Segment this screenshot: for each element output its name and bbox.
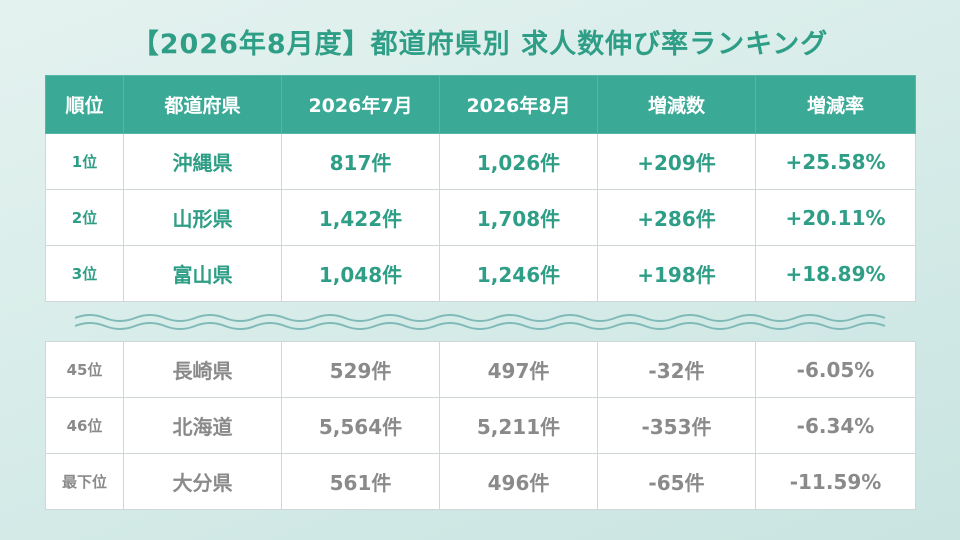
august-cell: 496件 xyxy=(439,453,598,510)
prefecture-cell: 山形県 xyxy=(123,189,282,246)
rank-cell: 3位 xyxy=(45,245,124,302)
prefecture-cell: 長崎県 xyxy=(123,341,282,398)
prefecture-cell: 大分県 xyxy=(123,453,282,510)
header-august: 2026年8月 xyxy=(439,75,598,134)
table-row: 最下位 大分県 561件 496件 -65件 -11.59% xyxy=(45,453,916,510)
prefecture-cell: 富山県 xyxy=(123,245,282,302)
top-ranking-table: 順位 都道府県 2026年7月 2026年8月 増減数 増減率 1位 沖縄県 8… xyxy=(45,75,916,302)
rank-cell: 45位 xyxy=(45,341,124,398)
wave-divider xyxy=(75,314,885,330)
july-cell: 529件 xyxy=(281,341,440,398)
prefecture-cell: 北海道 xyxy=(123,397,282,454)
change-cell: +286件 xyxy=(597,189,756,246)
table-row: 45位 長崎県 529件 497件 -32件 -6.05% xyxy=(45,341,916,398)
rate-cell: +18.89% xyxy=(755,245,916,302)
table-row: 3位 富山県 1,048件 1,246件 +198件 +18.89% xyxy=(45,245,916,302)
change-cell: -65件 xyxy=(597,453,756,510)
table-row: 46位 北海道 5,564件 5,211件 -353件 -6.34% xyxy=(45,397,916,454)
rank-cell: 1位 xyxy=(45,133,124,190)
header-change-rate: 増減率 xyxy=(755,75,916,134)
august-cell: 1,708件 xyxy=(439,189,598,246)
header-prefecture: 都道府県 xyxy=(123,75,282,134)
rate-cell: +25.58% xyxy=(755,133,916,190)
august-cell: 1,246件 xyxy=(439,245,598,302)
header-change: 増減数 xyxy=(597,75,756,134)
header-july: 2026年7月 xyxy=(281,75,440,134)
july-cell: 1,048件 xyxy=(281,245,440,302)
rank-cell: 2位 xyxy=(45,189,124,246)
rank-cell: 最下位 xyxy=(45,453,124,510)
change-cell: +198件 xyxy=(597,245,756,302)
july-cell: 561件 xyxy=(281,453,440,510)
august-cell: 497件 xyxy=(439,341,598,398)
change-cell: -353件 xyxy=(597,397,756,454)
july-cell: 5,564件 xyxy=(281,397,440,454)
header-row: 順位 都道府県 2026年7月 2026年8月 増減数 増減率 xyxy=(45,75,916,134)
rank-cell: 46位 xyxy=(45,397,124,454)
rate-cell: +20.11% xyxy=(755,189,916,246)
table-row: 1位 沖縄県 817件 1,026件 +209件 +25.58% xyxy=(45,133,916,190)
july-cell: 817件 xyxy=(281,133,440,190)
page-title: 【2026年8月度】都道府県別 求人数伸び率ランキング xyxy=(131,29,829,60)
rate-cell: -11.59% xyxy=(755,453,916,510)
bottom-ranking-table: 45位 長崎県 529件 497件 -32件 -6.05% 46位 北海道 5,… xyxy=(45,341,916,510)
header-rank: 順位 xyxy=(45,75,124,134)
august-cell: 5,211件 xyxy=(439,397,598,454)
august-cell: 1,026件 xyxy=(439,133,598,190)
july-cell: 1,422件 xyxy=(281,189,440,246)
rate-cell: -6.34% xyxy=(755,397,916,454)
rate-cell: -6.05% xyxy=(755,341,916,398)
change-cell: +209件 xyxy=(597,133,756,190)
prefecture-cell: 沖縄県 xyxy=(123,133,282,190)
change-cell: -32件 xyxy=(597,341,756,398)
table-row: 2位 山形県 1,422件 1,708件 +286件 +20.11% xyxy=(45,189,916,246)
